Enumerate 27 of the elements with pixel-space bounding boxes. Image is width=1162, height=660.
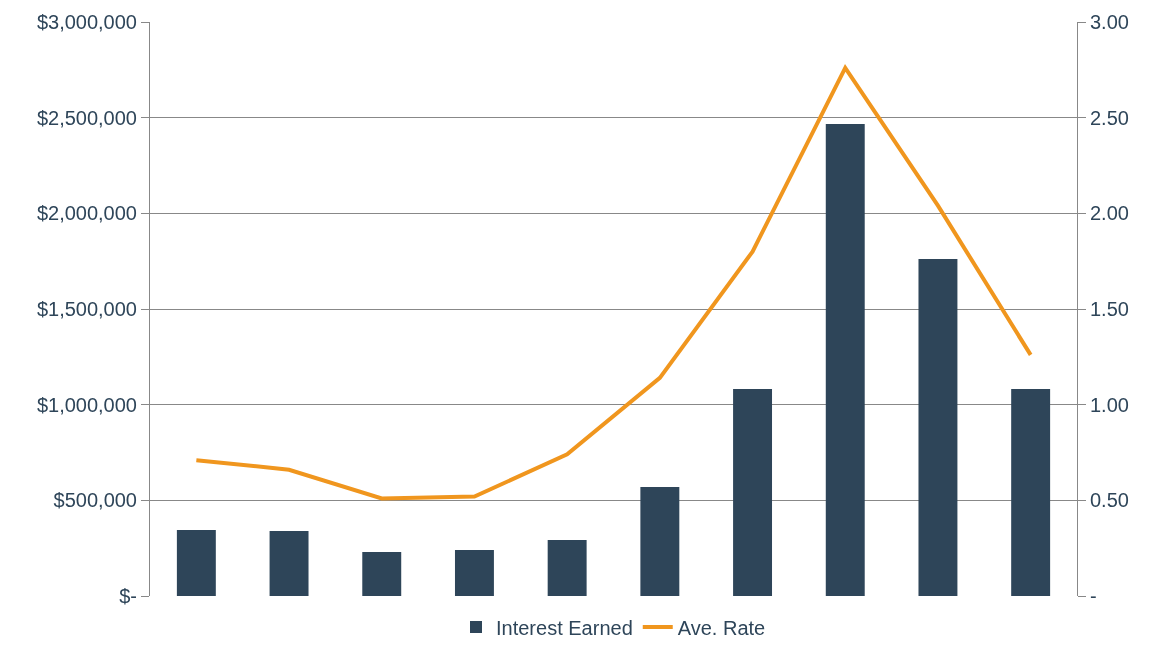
bar bbox=[454, 550, 494, 596]
y2-tick-label: 1.50 bbox=[1090, 298, 1129, 320]
y2-tick-label: 1.00 bbox=[1090, 393, 1129, 416]
y2-tick-label: 2.00 bbox=[1090, 202, 1129, 225]
bar bbox=[362, 551, 402, 596]
bar bbox=[269, 530, 309, 596]
bar bbox=[1011, 388, 1051, 596]
y2-tick-label: 2.50 bbox=[1090, 106, 1129, 129]
bar bbox=[176, 529, 216, 596]
y-tick-label: $3,000,000 bbox=[36, 11, 137, 33]
legend-label: Ave. Rate bbox=[677, 616, 766, 639]
y-tick-label: $500,000 bbox=[53, 489, 137, 512]
y2-tick-label: - bbox=[1090, 585, 1097, 607]
y2-tick-label: 3.00 bbox=[1090, 11, 1129, 33]
y-tick-label: $2,000,000 bbox=[36, 202, 137, 225]
line-series bbox=[194, 65, 1033, 501]
bar bbox=[918, 259, 958, 596]
y-tick-label: $- bbox=[119, 585, 137, 607]
bar bbox=[640, 486, 680, 596]
bar bbox=[733, 388, 773, 596]
y2-tick-label: 0.50 bbox=[1090, 489, 1129, 512]
legend-label: Interest Earned bbox=[496, 616, 633, 639]
y-tick-label: $1,000,000 bbox=[36, 393, 137, 416]
bar bbox=[825, 123, 865, 596]
y-tick-label: $1,500,000 bbox=[36, 298, 137, 320]
bar bbox=[547, 539, 587, 596]
y-tick-label: $2,500,000 bbox=[36, 106, 137, 129]
